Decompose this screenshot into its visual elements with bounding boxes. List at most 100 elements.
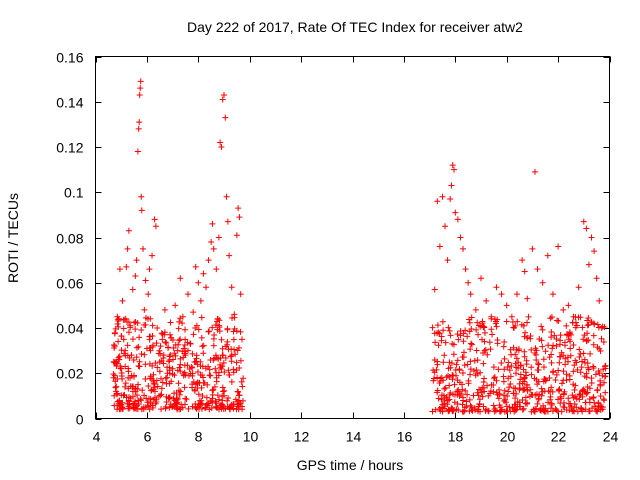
data-point	[203, 401, 210, 408]
data-point	[461, 362, 468, 369]
data-point	[129, 286, 136, 293]
data-point	[595, 324, 602, 331]
data-point	[590, 363, 597, 370]
y-axis-label: ROTI / TECUs	[5, 193, 21, 283]
data-point	[547, 315, 554, 322]
data-point	[595, 367, 602, 374]
data-point	[120, 336, 127, 343]
data-point	[521, 378, 528, 385]
data-point	[495, 366, 502, 373]
data-point	[147, 315, 154, 322]
data-point	[152, 400, 159, 407]
data-point	[145, 291, 152, 298]
data-point	[561, 404, 568, 411]
data-point	[493, 377, 500, 384]
data-point	[552, 376, 559, 383]
data-point	[189, 381, 196, 388]
data-point	[572, 319, 579, 326]
data-point	[507, 346, 514, 353]
data-point	[211, 355, 218, 362]
data-point	[117, 365, 124, 372]
data-point	[137, 85, 144, 92]
data-point	[192, 263, 199, 270]
data-point	[474, 357, 481, 364]
data-point	[521, 348, 528, 355]
data-point	[535, 360, 542, 367]
data-point	[148, 387, 155, 394]
data-point	[548, 359, 555, 366]
data-point	[535, 361, 542, 368]
data-point	[575, 284, 582, 291]
data-point	[561, 388, 568, 395]
data-point	[138, 397, 145, 404]
data-point	[468, 404, 475, 411]
data-point	[473, 367, 480, 374]
data-point	[204, 402, 211, 409]
data-point	[198, 334, 205, 341]
data-point	[498, 407, 504, 414]
data-point	[175, 325, 182, 332]
data-point	[209, 324, 216, 331]
data-point	[450, 351, 457, 358]
data-point	[547, 388, 554, 395]
data-point	[503, 403, 510, 410]
data-point	[570, 313, 577, 320]
data-point	[593, 408, 600, 415]
data-point	[578, 364, 585, 371]
x-tick-label: 20	[500, 429, 516, 445]
data-point	[204, 381, 211, 388]
data-point	[602, 389, 609, 396]
data-point	[438, 333, 445, 340]
data-point	[123, 394, 130, 401]
data-point	[189, 370, 196, 377]
data-point	[123, 263, 130, 270]
data-point	[209, 220, 216, 227]
data-point	[111, 392, 118, 399]
data-point	[153, 340, 160, 347]
data-point	[490, 381, 497, 388]
data-point	[542, 377, 549, 384]
data-point	[429, 408, 436, 415]
data-point	[535, 396, 542, 403]
data-point	[132, 272, 139, 279]
data-point	[442, 339, 449, 346]
data-point	[177, 355, 184, 362]
data-point	[550, 342, 557, 349]
data-point	[596, 297, 603, 304]
data-point	[586, 399, 593, 406]
data-point	[584, 322, 591, 329]
data-point	[539, 279, 546, 286]
data-point	[541, 388, 548, 395]
data-point	[582, 406, 589, 413]
data-point	[459, 381, 466, 388]
data-point	[579, 324, 586, 331]
data-point	[591, 248, 598, 255]
data-point	[571, 408, 578, 415]
data-point	[490, 375, 497, 382]
data-point	[529, 392, 536, 399]
data-point	[513, 355, 520, 362]
data-point	[438, 404, 445, 411]
data-point	[444, 401, 451, 408]
data-point	[538, 323, 545, 330]
data-point	[196, 402, 203, 409]
data-point	[220, 388, 227, 395]
data-point	[172, 400, 179, 407]
data-point	[149, 252, 156, 259]
data-point	[237, 357, 244, 364]
data-point	[138, 350, 145, 357]
data-point	[227, 353, 234, 360]
data-point	[114, 313, 121, 320]
data-point	[122, 347, 129, 354]
data-point	[439, 318, 446, 325]
data-point	[145, 402, 152, 409]
data-point	[460, 338, 467, 345]
data-point	[445, 397, 452, 404]
data-point	[114, 398, 121, 405]
data-point	[597, 393, 604, 400]
data-point	[194, 379, 201, 386]
data-point	[166, 394, 173, 401]
data-point	[176, 318, 183, 325]
data-point	[453, 361, 460, 368]
data-point	[446, 396, 453, 403]
